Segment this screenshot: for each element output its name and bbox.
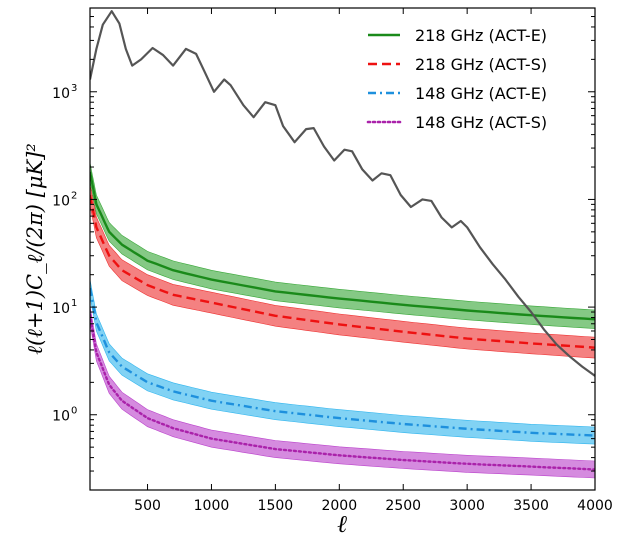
- series-band-1: [90, 184, 595, 359]
- x-tick-label: 2500: [385, 498, 421, 514]
- y-tick-exponent: 0: [71, 406, 77, 417]
- y-tick-base: 10: [52, 409, 70, 425]
- y-tick-exponent: 1: [71, 298, 77, 309]
- x-tick-label: 3500: [513, 498, 549, 514]
- x-tick-label: 4000: [577, 498, 613, 514]
- y-axis-label: ℓ(ℓ+1)C_ℓ/(2π) [μK]²: [23, 143, 47, 355]
- y-tick-label: 10 3: [52, 83, 77, 102]
- y-tick-label: 10 2: [52, 190, 77, 209]
- x-tick-label: 3000: [449, 498, 485, 514]
- legend-label: 218 GHz (ACT-E): [415, 26, 547, 45]
- y-tick-label: 10 0: [52, 406, 77, 425]
- y-tick-base: 10: [52, 86, 70, 102]
- confidence-bands: [90, 162, 595, 479]
- x-axis-label: ℓ: [337, 510, 347, 537]
- legend-label: 148 GHz (ACT-E): [415, 84, 547, 103]
- series-line-2: [90, 287, 595, 437]
- legend-label: 148 GHz (ACT-S): [415, 113, 547, 132]
- x-tick-label: 2000: [321, 498, 357, 514]
- legend-label: 218 GHz (ACT-S): [415, 55, 547, 74]
- series-band-3: [90, 306, 595, 479]
- x-axis-ticks: 500 1000 1500 2000 2500 3000 3500 4000: [134, 8, 613, 514]
- series-band-2: [90, 279, 595, 445]
- x-tick-label: 1000: [194, 498, 230, 514]
- x-tick-label: 500: [134, 498, 161, 514]
- series-line-0: [90, 171, 595, 321]
- y-tick-exponent: 2: [71, 190, 77, 201]
- series-line-1: [90, 194, 595, 349]
- y-tick-base: 10: [52, 193, 70, 209]
- legend: 218 GHz (ACT-E) 218 GHz (ACT-S) 148 GHz (A…: [366, 26, 547, 132]
- series-line-3: [90, 313, 595, 471]
- y-tick-label: 10 1: [52, 298, 77, 317]
- reference-spectrum-line: [90, 10, 595, 377]
- series-band-0: [90, 162, 595, 329]
- x-tick-label: 1500: [258, 498, 294, 514]
- y-tick-base: 10: [52, 301, 70, 317]
- y-tick-exponent: 3: [71, 83, 77, 94]
- series-lines: [90, 10, 595, 471]
- plot-frame: [89, 7, 596, 491]
